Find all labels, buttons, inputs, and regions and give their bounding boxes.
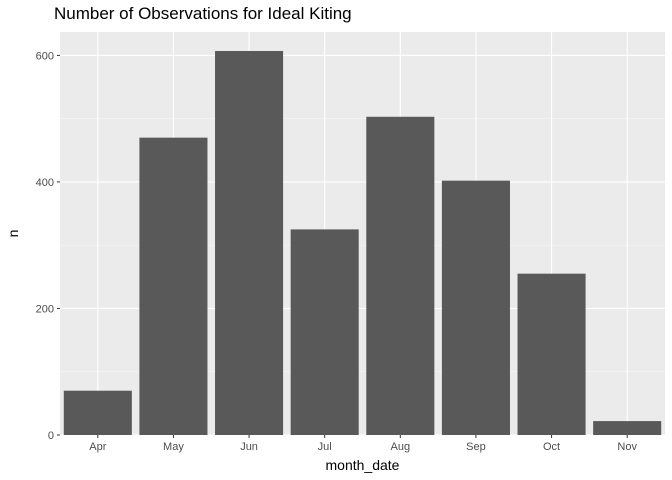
- bar-oct: [517, 273, 586, 435]
- y-tick-label: 200: [36, 303, 54, 315]
- bar-jun: [215, 50, 284, 436]
- chart-title: Number of Observations for Ideal Kiting: [54, 4, 352, 23]
- bar-may: [139, 137, 208, 435]
- bars: [63, 50, 662, 436]
- bar-sep: [441, 180, 510, 435]
- y-tick-label: 600: [36, 50, 54, 62]
- x-tick-label: May: [163, 441, 184, 453]
- bar-apr: [63, 390, 132, 435]
- bar-jul: [290, 229, 359, 435]
- y-axis-title: n: [5, 230, 21, 238]
- x-tick-label: Jun: [240, 441, 258, 453]
- x-tick-label: Aug: [391, 441, 411, 453]
- x-tick-label: Nov: [617, 441, 637, 453]
- x-tick-label: Apr: [89, 441, 106, 453]
- x-axis-title: month_date: [326, 457, 400, 473]
- axes: 0 200 400 600 Apr May Jun Jul Aug Sep Oct Nov: [36, 50, 638, 453]
- x-tick-label: Oct: [543, 441, 560, 453]
- bar-nov: [593, 421, 662, 435]
- bar-aug: [366, 116, 435, 435]
- y-tick-label: 400: [36, 177, 54, 189]
- x-tick-label: Jul: [318, 441, 332, 453]
- y-tick-label: 0: [48, 430, 54, 442]
- x-tick-label: Sep: [466, 441, 486, 453]
